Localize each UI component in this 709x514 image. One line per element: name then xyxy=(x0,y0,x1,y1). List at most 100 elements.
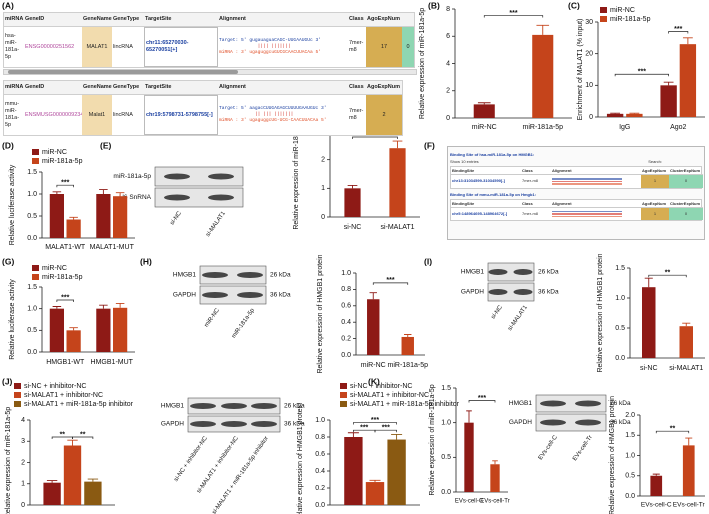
bar xyxy=(344,437,363,505)
y-tick-label: 0.0 xyxy=(27,349,37,356)
y-tick-label: 0.6 xyxy=(315,451,325,458)
legend-label: miR-181a-5p xyxy=(42,274,83,281)
blot-band xyxy=(513,289,533,295)
table-cell: chr5:148964695-148964672[-] xyxy=(452,210,508,216)
y-tick-label: 1.5 xyxy=(27,284,37,291)
y-tick-label: 0 xyxy=(589,114,593,121)
blot-row-label: U6 SnRNA xyxy=(119,194,151,201)
y-axis-label: Relative expression of HMGB1 protein xyxy=(317,254,324,373)
table-header: BindingSite xyxy=(451,167,521,175)
y-tick-label: 4 xyxy=(21,417,25,424)
y-tick-label: 1.0 xyxy=(615,295,625,302)
alignment-strip xyxy=(552,180,622,182)
bar xyxy=(660,85,677,117)
y-tick-label: 0.0 xyxy=(27,235,37,242)
blot-row-label: GAPDH xyxy=(509,419,532,426)
y-axis-label: Relative expression of HMGB1 protein xyxy=(297,403,304,514)
bar xyxy=(365,482,385,505)
y-axis-label: Relative expression of miR-181a-5p xyxy=(5,407,12,514)
alignment-line: Target: 5' aagacCUUGAGAGCUUUUGAAUGUc 3' xyxy=(219,106,327,112)
y-tick-label: 1.0 xyxy=(625,452,635,459)
blot-band xyxy=(540,400,566,407)
significance-label: *** xyxy=(61,180,69,187)
blot-band xyxy=(540,419,566,426)
y-tick-label: 2 xyxy=(321,157,325,164)
table-header: AgoExpNum xyxy=(366,13,402,27)
y-tick-label: 1 xyxy=(321,185,325,192)
x-tick-label: EVs-cell-Tr xyxy=(673,502,706,509)
alignment-strip xyxy=(552,183,622,185)
blot-lane-label: miR-NC xyxy=(204,307,222,328)
error-bar xyxy=(404,334,412,337)
error-bar xyxy=(369,479,381,483)
legend-label: miR-NC xyxy=(42,265,67,272)
blot-band xyxy=(208,194,234,201)
x-tick-label: si-NC xyxy=(344,224,362,231)
y-tick-label: 0.8 xyxy=(341,286,351,293)
y-tick-label: 0.2 xyxy=(341,335,351,342)
y-tick-label: 0.0 xyxy=(315,502,325,509)
bar xyxy=(389,148,406,217)
y-tick-label: 6 xyxy=(446,33,450,40)
panel-label: (E) xyxy=(100,140,112,150)
binding-table: miRNA GeneID GeneName GeneType TargetSite Ali… xyxy=(3,12,415,68)
table-header: ClusterExpNum xyxy=(669,200,703,208)
table-header: AgoExpNum xyxy=(641,200,669,208)
alignment-cell: Target: 5' aagacCUUGAGAGCUUUUGAAUGUc 3' … xyxy=(218,95,348,135)
y-axis-label: Relative expression of miR-181a-5p xyxy=(293,118,300,229)
y-tick-label: 1.5 xyxy=(625,432,635,439)
legend-swatch xyxy=(340,401,347,407)
table-header: TargetSite xyxy=(144,81,218,95)
y-tick-label: 2 xyxy=(446,88,450,95)
table-cell: hsa-miR-181a-5p xyxy=(5,33,20,60)
error-bar xyxy=(69,327,78,331)
x-tick-label: miR-NC xyxy=(361,362,386,369)
blot-row-label: HMGB1 xyxy=(509,400,533,407)
blot-strip xyxy=(199,285,267,305)
legend-label: miR-NC xyxy=(610,7,635,14)
panel-label: (D) xyxy=(2,140,14,150)
error-bar xyxy=(99,304,108,309)
error-bar xyxy=(492,460,498,465)
significance-label: ** xyxy=(670,426,676,433)
blot-band xyxy=(488,269,508,275)
panel-label: (H) xyxy=(140,256,152,266)
blot-strip xyxy=(487,282,535,302)
blot-band xyxy=(164,173,190,180)
blot-strip xyxy=(535,413,607,432)
y-tick-label: 10 xyxy=(585,82,593,89)
blot-lane-label: EVs-cell-Tr xyxy=(572,435,594,463)
significance-bracket xyxy=(372,282,409,285)
significance-label: *** xyxy=(360,425,368,432)
error-bar xyxy=(682,37,693,45)
table-cell: Malat1 xyxy=(82,95,112,135)
legend-swatch xyxy=(32,149,39,155)
error-bar xyxy=(663,81,674,86)
blot-strip xyxy=(487,262,535,282)
y-tick-label: 1.0 xyxy=(341,270,351,277)
blot-row-label: HMGB1 xyxy=(461,269,485,276)
blot-strip xyxy=(199,265,267,285)
blot-band xyxy=(251,403,277,409)
legend-label: si-MALAT1 + inhibitor-NC xyxy=(24,392,103,399)
panel-label: (B) xyxy=(428,0,440,10)
error-bar xyxy=(644,277,653,288)
significance-label: *** xyxy=(509,10,517,17)
y-tick-label: 3 xyxy=(21,438,25,445)
bar xyxy=(49,308,64,352)
table-header: Alignment xyxy=(218,13,348,27)
panel-label: (I) xyxy=(424,256,432,266)
error-bar xyxy=(685,437,693,446)
y-axis-label: Relative luciferase activity xyxy=(9,164,16,245)
bar xyxy=(626,113,643,117)
bar xyxy=(63,445,82,505)
y-tick-label: 1 xyxy=(21,481,25,488)
bar xyxy=(113,307,128,352)
table-header: ClusterExpNum xyxy=(669,167,703,175)
alignment-line: miRNA : 3' ugaguggcuGUCGCAACUUACAa 5' xyxy=(219,49,321,55)
blot-band xyxy=(575,419,601,426)
significance-label: *** xyxy=(61,294,69,301)
alignment-line: miRNA : 3' ugaguggcUG-UCG-CAACUUACAa 5' xyxy=(219,117,327,123)
y-axis-label: Relative expression of miR-181a-5p xyxy=(429,384,436,495)
